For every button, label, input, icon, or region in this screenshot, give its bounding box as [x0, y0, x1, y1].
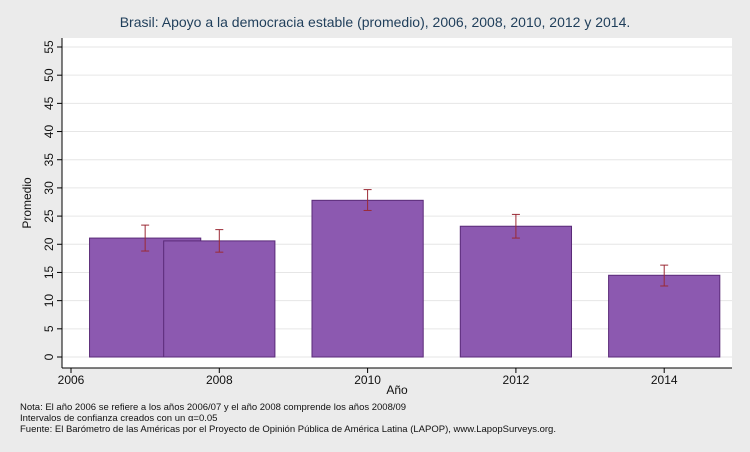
note-source: Fuente: El Barómetro de las Américas por… — [20, 424, 556, 435]
y-tick-label: 10 — [42, 294, 56, 308]
note-line-2: Intervalos de confianza creados con un α… — [20, 413, 218, 424]
bars-layer — [89, 199, 721, 358]
x-tick-label: 2008 — [206, 373, 233, 387]
y-tick-label: 5 — [42, 325, 56, 332]
y-tick-label: 25 — [42, 209, 56, 223]
bar — [311, 199, 424, 358]
y-tick-label: 40 — [42, 125, 56, 139]
y-tick-label: 0 — [42, 353, 56, 360]
chart-title: Brasil: Apoyo a la democracia estable (p… — [119, 14, 631, 30]
x-tick-label: 2014 — [651, 373, 678, 387]
x-tick-label: 2012 — [503, 373, 530, 387]
x-tick-label: 2006 — [58, 373, 85, 387]
note-line-1: Nota: El año 2006 se refiere a los años … — [20, 402, 407, 413]
y-tick-label: 15 — [42, 265, 56, 279]
y-tick-label: 30 — [42, 181, 56, 195]
y-axis-label: Promedio — [20, 177, 34, 229]
x-axis-ticks: 2006 2008 2010 2012 2014 — [58, 368, 678, 387]
y-tick-label: 20 — [42, 237, 56, 251]
y-tick-label: 35 — [42, 153, 56, 167]
y-tick-label: 45 — [42, 96, 56, 110]
y-axis-ticks: 0 5 10 15 20 25 30 35 40 45 50 55 — [42, 40, 62, 360]
bar — [459, 225, 573, 358]
bar — [608, 274, 721, 358]
error-bars-layer — [141, 189, 669, 287]
bar — [163, 240, 276, 358]
x-tick-label: 2010 — [354, 373, 381, 387]
x-axis-label: Año — [386, 383, 408, 397]
y-tick-label: 55 — [42, 40, 56, 54]
y-tick-label: 50 — [42, 68, 56, 82]
